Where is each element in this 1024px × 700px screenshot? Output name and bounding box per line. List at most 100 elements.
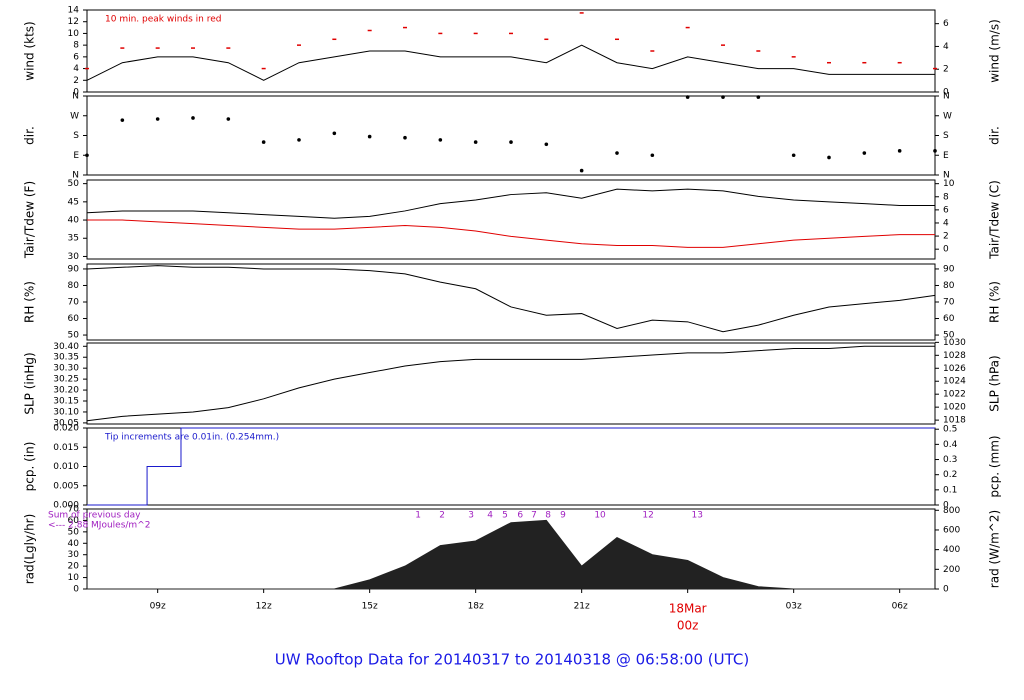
- y-tick-label: 12: [68, 17, 79, 27]
- x-tick-label: 00z: [677, 619, 699, 633]
- y2-tick-label: S: [943, 131, 949, 141]
- x-tick-label: 06z: [892, 602, 908, 612]
- y-axis-label: rad(Lgly/hr): [23, 514, 37, 585]
- y2-tick-label: 6: [943, 19, 949, 29]
- x-tick-label: 12z: [256, 602, 272, 612]
- x-tick-label: 18z: [468, 602, 484, 612]
- y-tick-label: 4: [73, 64, 79, 74]
- y2-axis-label: rad (W/m^2): [988, 510, 1002, 588]
- point: [791, 153, 796, 158]
- point: [191, 116, 195, 120]
- y-tick-label: 30.20: [53, 386, 79, 396]
- y-tick-label: N: [72, 171, 79, 181]
- y-axis-label: SLP (inHg): [23, 352, 37, 414]
- y2-tick-label: 0.4: [943, 440, 958, 450]
- point: [367, 134, 372, 139]
- x-tick-label: 21z: [574, 602, 590, 612]
- point: [332, 131, 337, 136]
- y-tick-label: 35: [68, 234, 79, 244]
- y-tick-label: 40: [68, 539, 80, 549]
- y2-tick-label: 0: [943, 245, 949, 255]
- point: [615, 151, 619, 155]
- y-axis-label: pcp. (in): [23, 442, 37, 492]
- y-tick-label: 30.35: [53, 353, 79, 363]
- point: [261, 140, 266, 144]
- point: [721, 95, 725, 99]
- y-tick-label: 2: [73, 76, 79, 86]
- y-tick-label: W: [70, 111, 79, 121]
- panel-frame: [86, 95, 936, 176]
- panel-frame: [86, 342, 936, 425]
- point: [827, 155, 831, 160]
- date-label: 18Mar: [669, 602, 707, 616]
- point: [579, 168, 584, 173]
- marker-label: 3: [468, 511, 474, 521]
- y-tick-label: 30.10: [53, 407, 79, 417]
- x-tick-label: 09z: [150, 602, 166, 612]
- y2-tick-label: 1018: [943, 416, 966, 426]
- y2-tick-label: 2: [943, 65, 949, 75]
- point: [509, 140, 513, 144]
- y-tick-label: 30.15: [53, 397, 79, 407]
- y-tick-label: 6: [73, 52, 79, 62]
- y2-tick-label: E: [943, 151, 949, 161]
- line: [86, 345, 935, 422]
- y-tick-label: 14: [68, 6, 80, 16]
- y-tick-label: 40: [68, 216, 80, 226]
- y-tick-label: 80: [68, 281, 80, 291]
- marker-label: 9: [560, 511, 566, 521]
- y-tick-label: 60: [68, 314, 80, 324]
- y2-tick-label: W: [943, 111, 952, 121]
- y2-tick-label: 1020: [943, 403, 966, 413]
- y2-tick-label: 6: [943, 205, 949, 215]
- y2-tick-label: 0.3: [943, 455, 957, 465]
- point: [933, 149, 937, 153]
- y-tick-label: 30: [68, 252, 80, 262]
- y2-axis-label: dir.: [988, 126, 1002, 145]
- y2-tick-label: 0.1: [943, 485, 957, 495]
- marker-label: 10: [594, 511, 606, 521]
- y-tick-label: 50: [68, 179, 80, 189]
- marker-label: 2: [439, 511, 445, 521]
- y-tick-label: 10: [68, 573, 80, 583]
- point: [650, 153, 655, 158]
- marker-label: 13: [691, 511, 702, 521]
- marker-label: 8: [545, 511, 551, 521]
- y2-tick-label: 1030: [943, 338, 966, 348]
- y-axis-label: Tair/Tdew (F): [23, 181, 37, 259]
- panel-frame: [86, 9, 936, 93]
- point: [756, 95, 761, 99]
- point: [85, 153, 89, 158]
- point: [403, 135, 407, 140]
- y2-tick-label: 1026: [943, 364, 966, 374]
- point: [297, 138, 301, 142]
- y2-axis-label: pcp. (mm): [988, 435, 1002, 497]
- y2-tick-label: 1028: [943, 351, 966, 361]
- y-tick-label: 30.25: [53, 375, 79, 385]
- x-tick-label: 03z: [786, 602, 802, 612]
- y-tick-label: 0.000: [53, 501, 79, 511]
- y2-tick-label: 4: [943, 42, 949, 52]
- marker-label: 12: [642, 511, 653, 521]
- area: [87, 519, 935, 590]
- y2-axis-label: SLP (hPa): [988, 355, 1002, 411]
- point: [473, 140, 478, 144]
- y2-axis-label: wind (m/s): [988, 19, 1002, 83]
- point: [120, 118, 125, 122]
- point: [862, 151, 867, 155]
- y2-tick-label: 50: [943, 331, 955, 341]
- marker-label: 4: [487, 511, 493, 521]
- y2-tick-label: 400: [943, 545, 960, 555]
- y-tick-label: 60: [68, 516, 80, 526]
- point: [226, 117, 231, 121]
- y-tick-label: 0.010: [53, 462, 79, 472]
- y-tick-label: 30.05: [53, 418, 79, 428]
- x-tick-label: 15z: [362, 602, 378, 612]
- y-tick-label: 8: [73, 41, 79, 51]
- y-tick-label: 30: [68, 550, 80, 560]
- annotation: Tip increments are 0.01in. (0.254mm.): [104, 433, 279, 443]
- y2-tick-label: 2: [943, 232, 949, 242]
- y-tick-label: 90: [68, 264, 80, 274]
- y-tick-label: E: [73, 151, 79, 161]
- y2-tick-label: 200: [943, 565, 960, 575]
